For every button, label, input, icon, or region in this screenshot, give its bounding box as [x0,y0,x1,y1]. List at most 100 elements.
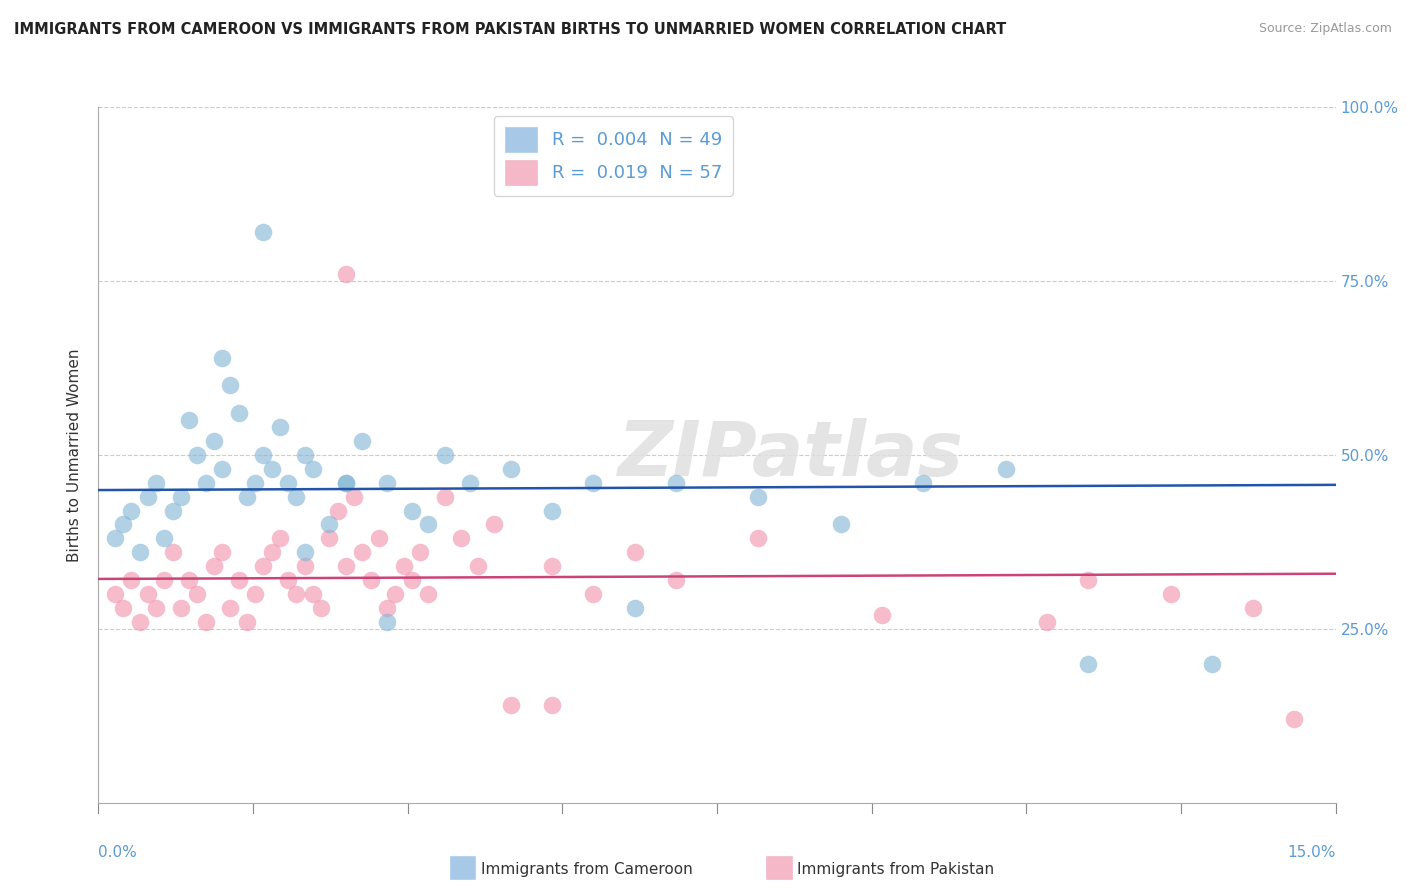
Point [309,601,332,615]
Point [252,559,274,574]
Point [318,517,340,532]
Point [252,448,274,462]
Point [236,490,259,504]
Point [145,475,167,490]
Point [1201,657,1223,671]
Point [1077,657,1099,671]
Point [1160,587,1182,601]
Text: 0.0%: 0.0% [98,845,138,860]
Point [665,573,688,587]
Point [1241,601,1264,615]
Point [541,698,564,713]
Point [541,503,564,517]
Point [318,532,340,546]
Point [219,601,242,615]
Point [623,545,645,559]
Point [194,475,217,490]
Point [104,587,127,601]
Text: 15.0%: 15.0% [1288,845,1336,860]
Point [170,490,193,504]
Point [128,615,150,629]
Point [830,517,852,532]
Point [211,545,233,559]
Point [162,503,184,517]
Point [162,545,184,559]
Point [243,587,266,601]
Point [228,573,250,587]
Point [392,559,415,574]
Point [499,698,522,713]
Point [499,462,522,476]
Y-axis label: Births to Unmarried Women: Births to Unmarried Women [67,348,83,562]
Point [153,532,176,546]
Point [228,406,250,420]
Point [401,503,423,517]
Point [294,448,316,462]
Point [202,559,225,574]
Point [335,267,357,281]
Point [120,503,142,517]
Point [202,434,225,448]
Point [294,545,316,559]
Point [269,420,291,434]
Point [260,462,283,476]
Text: Immigrants from Cameroon: Immigrants from Cameroon [481,863,693,877]
Point [367,532,389,546]
Point [335,475,357,490]
Point [747,490,769,504]
Point [294,559,316,574]
Point [1284,712,1306,726]
Point [343,490,366,504]
Point [104,532,127,546]
Point [582,475,605,490]
Point [145,601,167,615]
Point [136,490,159,504]
Point [128,545,150,559]
Point [277,573,299,587]
Point [401,573,423,587]
Point [194,615,217,629]
Point [623,601,645,615]
Point [211,462,233,476]
Point [994,462,1017,476]
Point [467,559,489,574]
Point [665,475,688,490]
Point [450,532,472,546]
Point [186,587,208,601]
Point [458,475,481,490]
Point [179,573,201,587]
Point [375,615,398,629]
Point [335,559,357,574]
Point [433,490,456,504]
Point [186,448,208,462]
Text: Immigrants from Pakistan: Immigrants from Pakistan [797,863,994,877]
Point [335,475,357,490]
Point [541,559,564,574]
Point [277,475,299,490]
Text: Source: ZipAtlas.com: Source: ZipAtlas.com [1258,22,1392,36]
Point [484,517,506,532]
Point [153,573,176,587]
Point [219,378,242,392]
Point [912,475,935,490]
Point [260,545,283,559]
Point [352,434,374,448]
Point [252,225,274,239]
Point [302,462,325,476]
Point [285,490,308,504]
Point [211,351,233,365]
Point [179,413,201,427]
Point [326,503,349,517]
Point [112,601,135,615]
Point [112,517,135,532]
Point [243,475,266,490]
Point [120,573,142,587]
Point [418,517,440,532]
Text: IMMIGRANTS FROM CAMEROON VS IMMIGRANTS FROM PAKISTAN BIRTHS TO UNMARRIED WOMEN C: IMMIGRANTS FROM CAMEROON VS IMMIGRANTS F… [14,22,1007,37]
Point [747,532,769,546]
Point [582,587,605,601]
Point [409,545,432,559]
Point [870,607,893,622]
Point [352,545,374,559]
Point [433,448,456,462]
